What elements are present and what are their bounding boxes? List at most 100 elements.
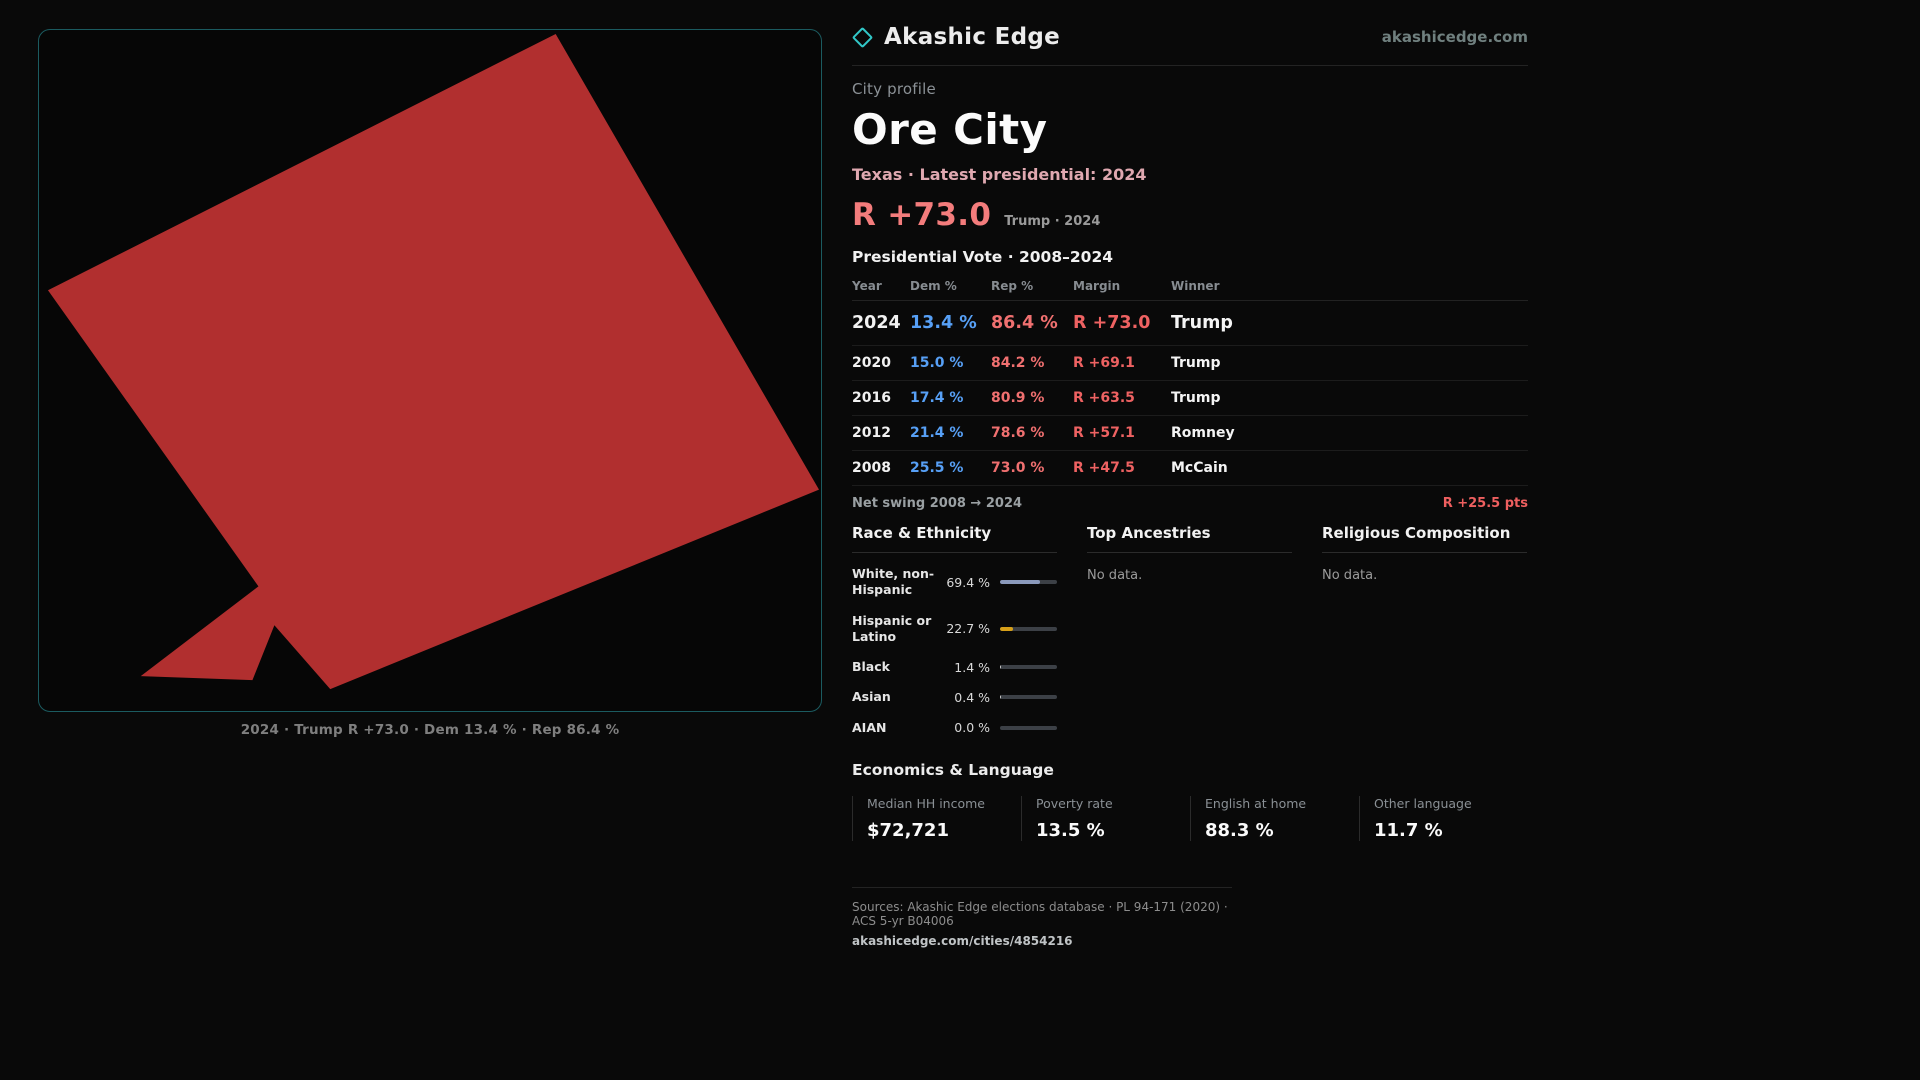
city-map-panel <box>38 29 822 712</box>
demographics-columns: Race & Ethnicity White, non-Hispanic 69.… <box>852 524 1528 743</box>
net-swing-value: R +25.5 pts <box>1442 496 1528 511</box>
cell-dem: 17.4 % <box>910 380 991 416</box>
cell-dem: 25.5 % <box>910 450 991 486</box>
race-value: 0.4 % <box>954 689 990 705</box>
cell-rep: 73.0 % <box>991 450 1073 486</box>
cell-rep: 84.2 % <box>991 345 1073 381</box>
race-label: White, non-Hispanic <box>852 566 935 598</box>
stat-value: $72,721 <box>867 819 949 841</box>
list-item: Asian 0.4 % <box>852 682 1057 712</box>
stat-value: 13.5 % <box>1036 819 1105 841</box>
stat-other-language: Other language 11.7 % <box>1359 795 1528 841</box>
cell-winner: Trump <box>1171 300 1528 346</box>
stat-label: Poverty rate <box>1036 795 1113 811</box>
race-bar <box>1000 725 1057 730</box>
ancestries-section: Top Ancestries No data. <box>1087 524 1292 743</box>
net-swing-label: Net swing 2008 → 2024 <box>852 496 1023 511</box>
stat-median-income: Median HH income $72,721 <box>852 795 1021 841</box>
race-value: 1.4 % <box>954 659 990 675</box>
stat-value: 88.3 % <box>1205 819 1274 841</box>
vote-table-header-row: Year Dem % Rep % Margin Winner <box>852 273 1528 301</box>
col-header-year: Year <box>852 273 910 301</box>
cell-winner: Trump <box>1171 380 1528 416</box>
race-rows: White, non-Hispanic 69.4 % Hispanic or L… <box>852 559 1057 743</box>
table-row: 2008 25.5 % 73.0 % R +47.5 McCain <box>852 450 1528 486</box>
map-caption: 2024 · Trump R +73.0 · Dem 13.4 % · Rep … <box>240 722 620 738</box>
brand: Akashic Edge <box>851 24 1061 50</box>
religion-empty-state: No data. <box>1322 568 1378 583</box>
race-label: Hispanic or Latino <box>852 612 932 644</box>
race-bar <box>1000 626 1057 631</box>
list-item: White, non-Hispanic 69.4 % <box>852 559 1057 606</box>
stat-value: 11.7 % <box>1374 819 1443 841</box>
stat-poverty-rate: Poverty rate 13.5 % <box>1021 795 1190 841</box>
race-value: 22.7 % <box>946 621 990 637</box>
cell-dem: 15.0 % <box>910 345 991 381</box>
cell-winner: McCain <box>1171 450 1528 486</box>
race-label: AIAN <box>852 719 887 735</box>
list-item: AIAN 0.0 % <box>852 713 1057 743</box>
table-row: 2016 17.4 % 80.9 % R +63.5 Trump <box>852 380 1528 416</box>
city-subtitle: Texas · Latest presidential: 2024 <box>852 165 1147 184</box>
race-bar <box>1000 665 1057 670</box>
cell-margin: R +63.5 <box>1073 380 1171 416</box>
economics-section-title: Economics & Language <box>852 760 1054 779</box>
ancestries-empty-state: No data. <box>1087 568 1143 583</box>
diamond-logo-icon <box>851 26 874 48</box>
race-bar <box>1000 580 1057 585</box>
col-header-rep: Rep % <box>991 273 1073 301</box>
stat-english-at-home: English at home 88.3 % <box>1190 795 1359 841</box>
table-row: 2012 21.4 % 78.6 % R +57.1 Romney <box>852 415 1528 451</box>
race-label: Asian <box>852 689 891 705</box>
cell-margin: R +69.1 <box>1073 345 1171 381</box>
vote-table: Year Dem % Rep % Margin Winner 2024 13.4… <box>852 273 1528 486</box>
city-shape <box>47 33 820 690</box>
brand-domain-link[interactable]: akashicedge.com <box>1381 28 1528 46</box>
table-row: 2020 15.0 % 84.2 % R +69.1 Trump <box>852 345 1528 381</box>
page-title: Ore City <box>852 105 1048 154</box>
brand-header: Akashic Edge akashicedge.com <box>851 24 1528 66</box>
cell-rep: 86.4 % <box>991 300 1073 346</box>
cell-winner: Romney <box>1171 415 1528 451</box>
cell-rep: 80.9 % <box>991 380 1073 416</box>
ancestries-section-title: Top Ancestries <box>1087 524 1292 553</box>
stat-label: Median HH income <box>867 795 985 811</box>
sources-text: Sources: Akashic Edge elections database… <box>852 899 1228 928</box>
cell-year: 2024 <box>852 300 910 346</box>
permalink[interactable]: akashicedge.com/cities/4854216 <box>852 933 1073 948</box>
cell-margin: R +73.0 <box>1073 300 1171 346</box>
col-header-winner: Winner <box>1171 273 1528 301</box>
stat-label: Other language <box>1374 795 1472 811</box>
city-map-svg <box>47 33 820 690</box>
profile-panel: Akashic Edge akashicedge.com City profil… <box>851 24 1528 948</box>
table-row: 2024 13.4 % 86.4 % R +73.0 Trump <box>852 300 1528 346</box>
race-ethnicity-section: Race & Ethnicity White, non-Hispanic 69.… <box>852 524 1057 743</box>
footer: Sources: Akashic Edge elections database… <box>852 886 1232 948</box>
vote-table-title: Presidential Vote · 2008–2024 <box>852 248 1114 266</box>
cell-margin: R +47.5 <box>1073 450 1171 486</box>
stat-label: English at home <box>1205 795 1307 811</box>
brand-name: Akashic Edge <box>884 24 1061 50</box>
cell-year: 2020 <box>852 345 910 381</box>
race-value: 69.4 % <box>946 574 990 590</box>
net-swing-row: Net swing 2008 → 2024 R +25.5 pts <box>852 486 1528 524</box>
cell-dem: 21.4 % <box>910 415 991 451</box>
list-item: Hispanic or Latino 22.7 % <box>852 606 1057 653</box>
headline-margin-context: Trump · 2024 <box>1004 214 1101 229</box>
kicker: City profile <box>852 80 936 98</box>
col-header-dem: Dem % <box>910 273 991 301</box>
race-bar <box>1000 695 1057 700</box>
headline-margin: R +73.0 <box>852 197 992 233</box>
religion-section-title: Religious Composition <box>1322 524 1527 553</box>
religion-section: Religious Composition No data. <box>1322 524 1527 743</box>
race-section-title: Race & Ethnicity <box>852 524 1057 553</box>
race-value: 0.0 % <box>954 720 990 736</box>
cell-year: 2016 <box>852 380 910 416</box>
col-header-margin: Margin <box>1073 273 1171 301</box>
cell-margin: R +57.1 <box>1073 415 1171 451</box>
race-label: Black <box>852 659 890 674</box>
economics-stats-row: Median HH income $72,721 Poverty rate 13… <box>852 795 1528 841</box>
cell-dem: 13.4 % <box>910 300 991 346</box>
cell-winner: Trump <box>1171 345 1528 381</box>
headline-margin-row: R +73.0 Trump · 2024 <box>852 197 1528 233</box>
